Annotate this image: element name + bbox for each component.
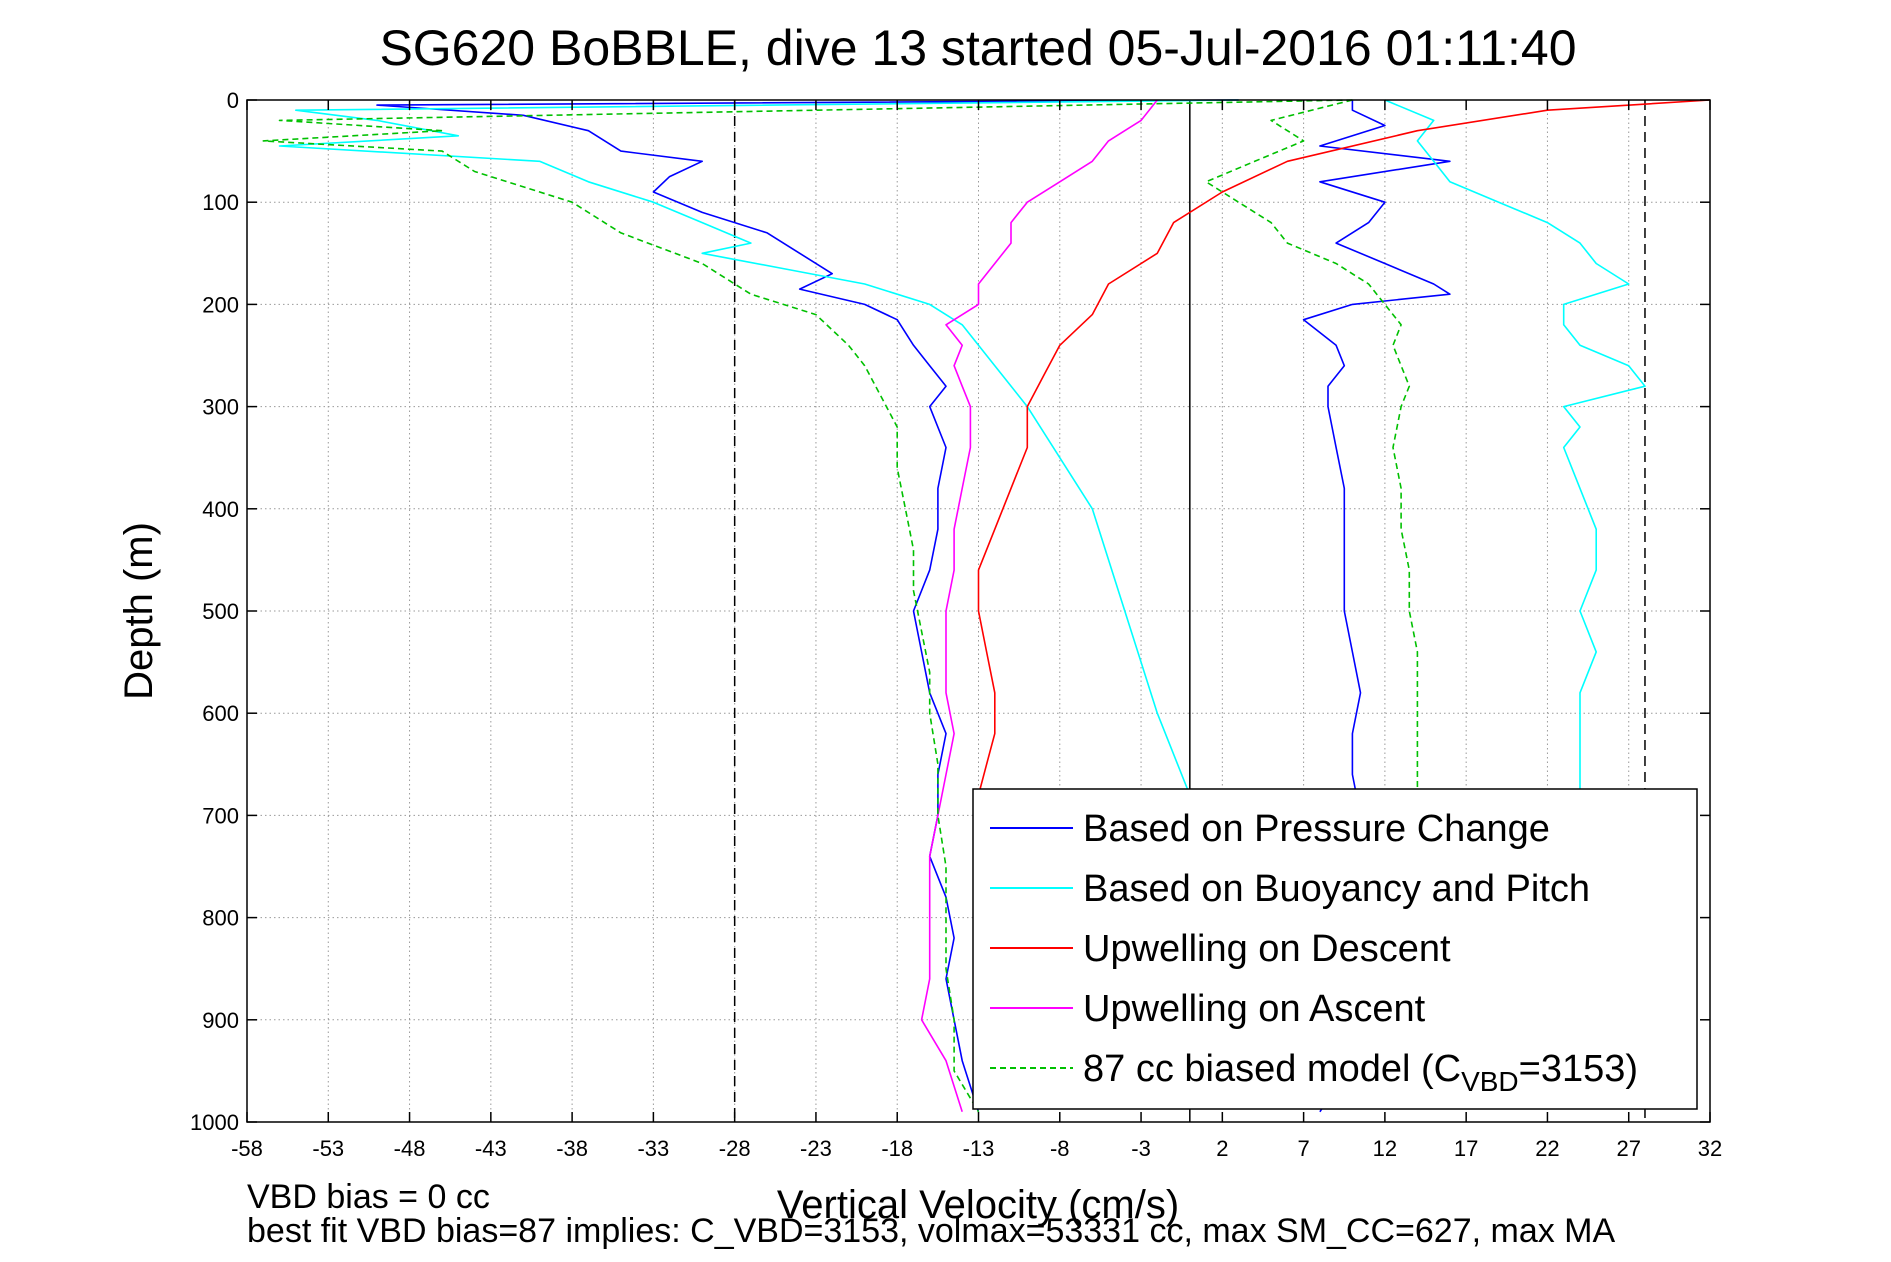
y-tick-label: 500	[202, 599, 239, 624]
x-tick-label: -58	[231, 1136, 263, 1161]
x-axis-ticks: -58 -53 -48 -43 -38 -33 -28 -23 -18 -13 -8 -3 2 7 12 17…	[231, 100, 1722, 1161]
x-tick-label: -53	[312, 1136, 344, 1161]
legend-label: Based on Pressure Change	[1083, 808, 1550, 850]
legend-label: 87 cc biased model (CVBD=3153)	[1083, 1048, 1638, 1097]
legend-label: Upwelling on Descent	[1083, 928, 1451, 970]
best-fit-note: best fit VBD bias=87 implies: C_VBD=3153…	[247, 1212, 1616, 1250]
x-tick-label: -18	[881, 1136, 913, 1161]
legend: Based on Pressure Change Based on Buoyanc…	[972, 788, 1698, 1110]
series-line-2	[977, 99, 1711, 796]
x-tick-label: 17	[1454, 1136, 1478, 1161]
x-tick-label: -3	[1131, 1136, 1151, 1161]
series-line-1	[1384, 99, 1646, 795]
y-tick-label: 600	[202, 701, 239, 726]
series-line-3	[920, 99, 1158, 1113]
x-tick-label: 12	[1373, 1136, 1397, 1161]
x-tick-label: -13	[963, 1136, 995, 1161]
y-tick-label: 700	[202, 803, 239, 828]
y-tick-label: 400	[202, 497, 239, 522]
x-tick-label: -43	[475, 1136, 507, 1161]
y-tick-label: 300	[202, 395, 239, 420]
vbd-bias-note: VBD bias = 0 cc	[247, 1178, 490, 1216]
x-axis-label: Vertical Velocity (cm/s)	[777, 1183, 1179, 1227]
x-tick-label: -38	[556, 1136, 588, 1161]
series-line-4	[262, 99, 1353, 1113]
y-axis-label: Depth (m)	[117, 522, 161, 700]
x-tick-label: -8	[1050, 1136, 1070, 1161]
x-tick-label: -33	[637, 1136, 669, 1161]
x-tick-label: -23	[800, 1136, 832, 1161]
y-tick-label: 800	[202, 906, 239, 931]
series-line-1	[278, 99, 1239, 796]
legend-label: Upwelling on Ascent	[1083, 988, 1426, 1030]
y-tick-label: 100	[202, 190, 239, 215]
series-lines	[262, 99, 1711, 1113]
x-tick-label: -48	[394, 1136, 426, 1161]
x-tick-label: 22	[1535, 1136, 1559, 1161]
series-line-4	[1205, 99, 1419, 816]
x-tick-label: 32	[1698, 1136, 1722, 1161]
x-tick-label: 2	[1216, 1136, 1228, 1161]
legend-label: Based on Buoyancy and Pitch	[1083, 868, 1590, 910]
legend-box	[972, 788, 1698, 1110]
y-tick-label: 1000	[190, 1110, 239, 1135]
x-tick-label: 7	[1297, 1136, 1309, 1161]
y-axis-ticks: 0 100 200 300 400 500 600 700 800 900 1000	[190, 88, 1710, 1135]
y-tick-label: 0	[227, 88, 239, 113]
legend-items: Based on Pressure Change Based on Buoyanc…	[990, 808, 1638, 1097]
chart-title: SG620 BoBBLE, dive 13 started 05-Jul-201…	[379, 20, 1576, 76]
y-tick-label: 900	[202, 1008, 239, 1033]
series-line-0	[376, 99, 1239, 1113]
y-tick-label: 200	[202, 292, 239, 317]
x-tick-label: -28	[719, 1136, 751, 1161]
x-tick-label: 27	[1616, 1136, 1640, 1161]
